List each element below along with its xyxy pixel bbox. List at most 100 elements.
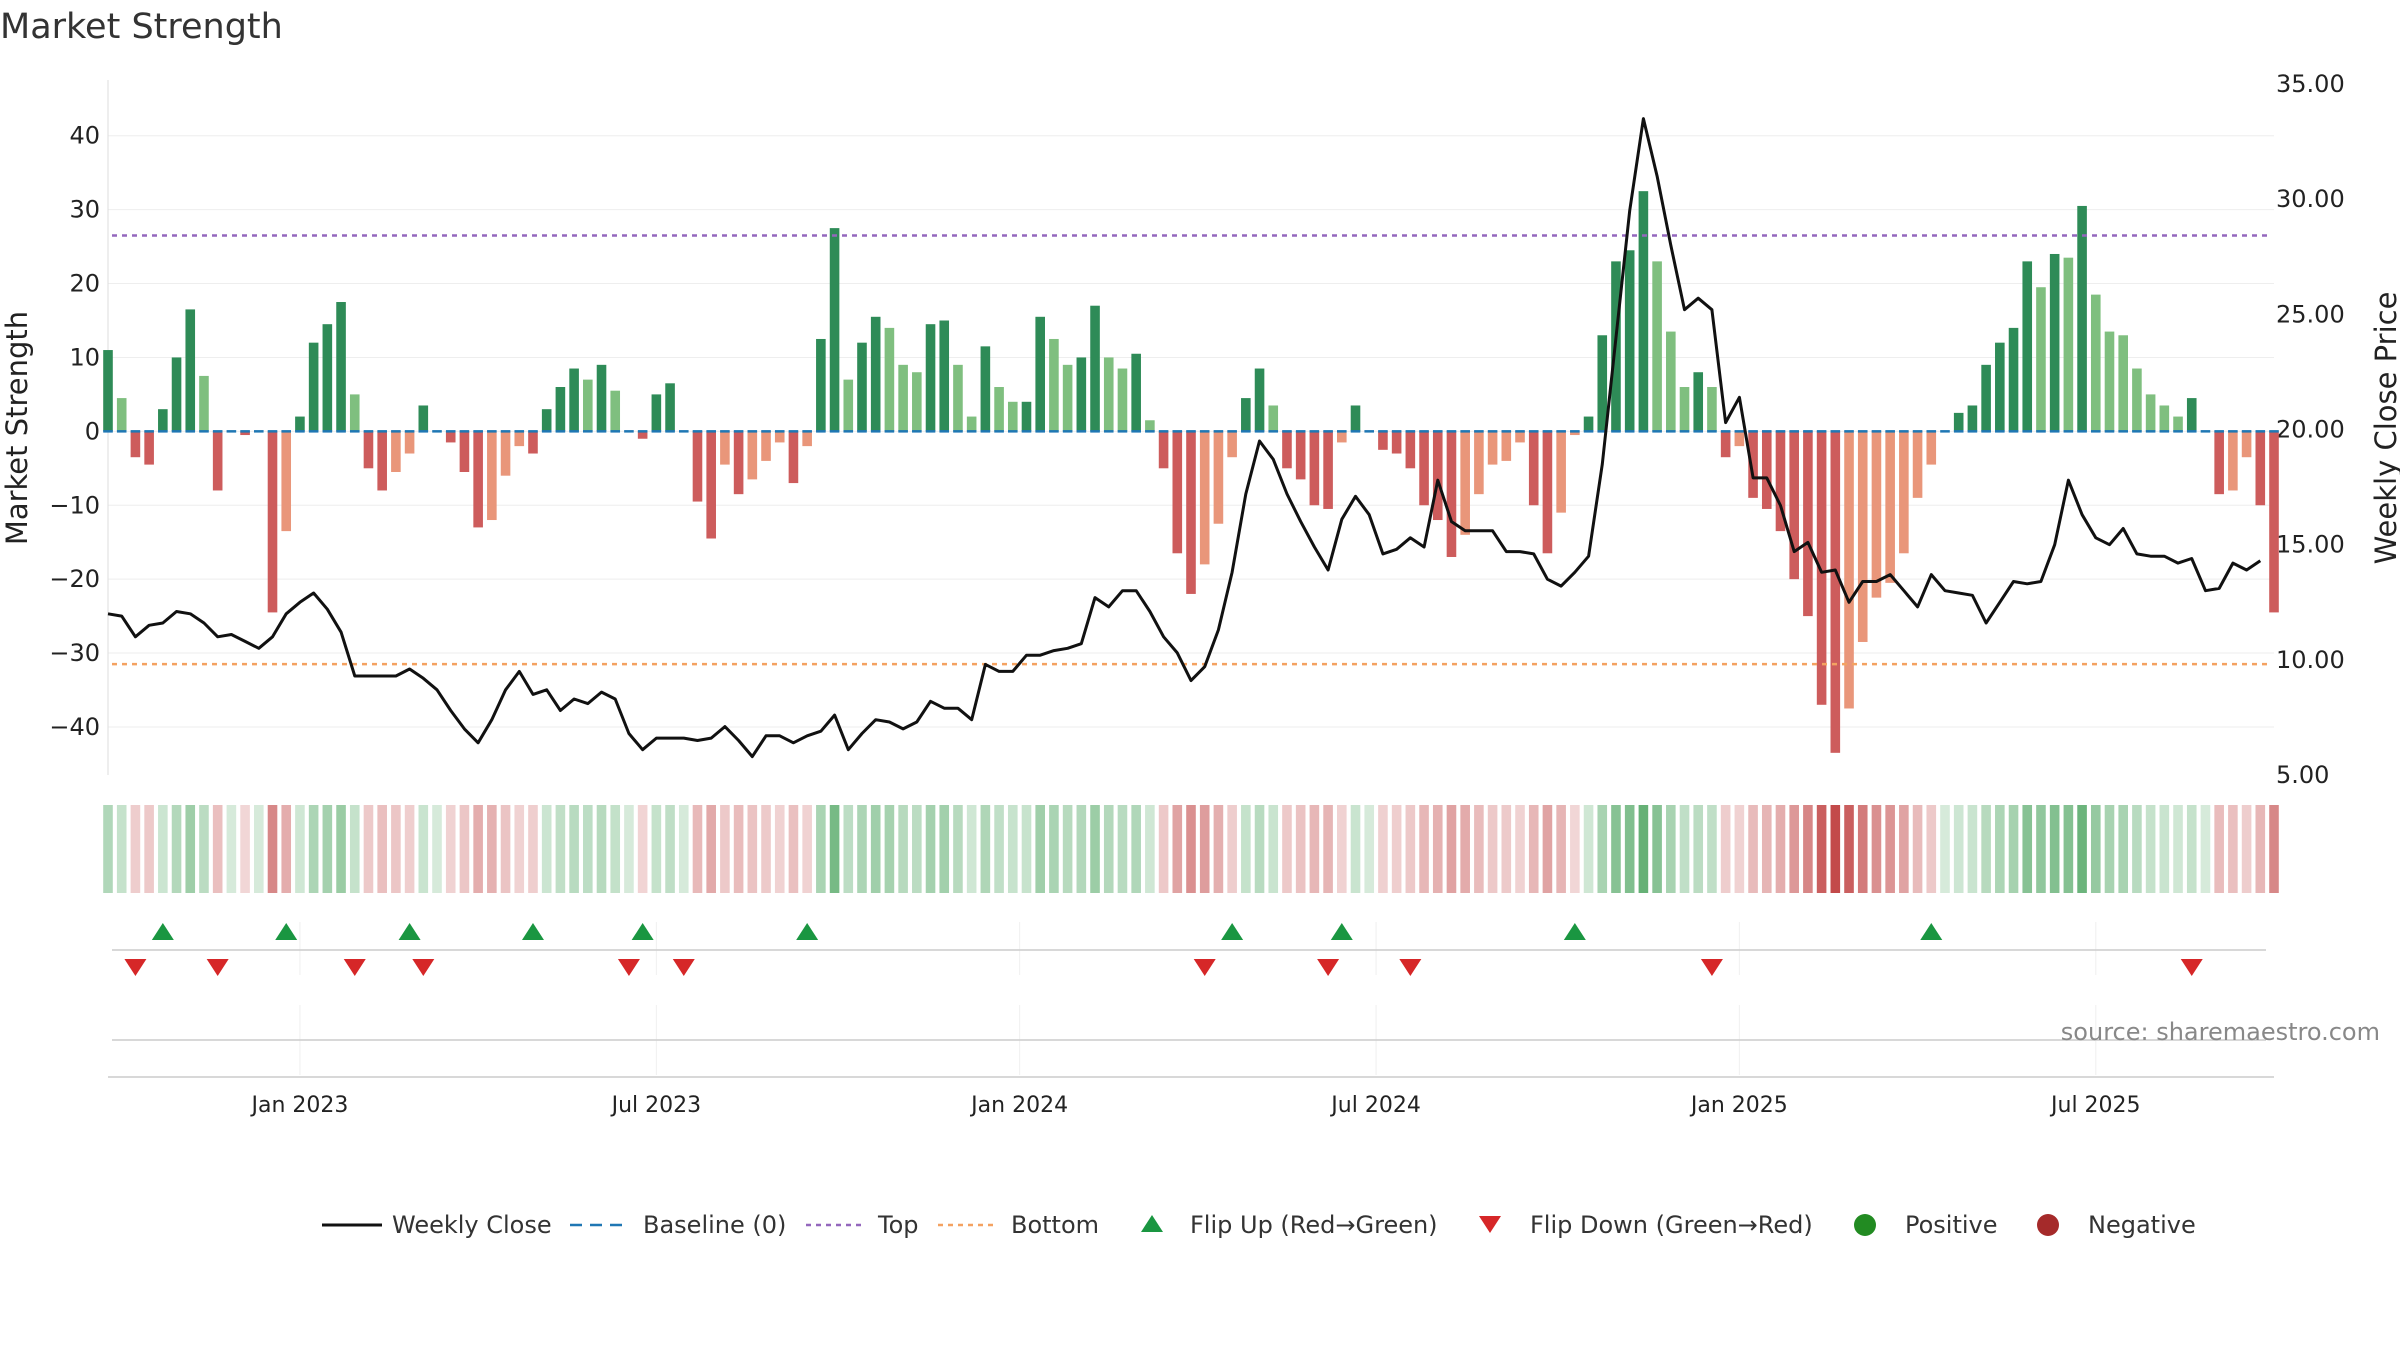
heat-cell [1570, 805, 1580, 893]
strength-bar [377, 431, 387, 491]
strength-bar [1268, 405, 1279, 432]
heat-cell [1158, 805, 1169, 893]
strength-bar [994, 387, 1004, 432]
heat-cell [720, 805, 730, 893]
weekly-close-line [107, 117, 2262, 759]
strength-bar [1323, 431, 1333, 509]
strength-bar [1542, 431, 1553, 554]
heat-cell [212, 805, 223, 893]
strength-bar [1885, 431, 1895, 583]
strength-bar [1419, 431, 1429, 506]
strength-bar [665, 383, 675, 432]
heat-cell [1062, 805, 1073, 893]
heat-cell [1940, 805, 1950, 893]
heat-cell [966, 805, 977, 893]
strength-bar [2063, 257, 2074, 432]
strength-bar [171, 357, 182, 432]
strength-bar [130, 431, 141, 458]
flip-down-marker [2180, 959, 2203, 976]
heat-cell [226, 805, 237, 893]
strength-bar [1021, 401, 1032, 432]
heat-cell [1186, 805, 1196, 893]
heat-cell [2269, 805, 2279, 893]
strength-bar [103, 350, 113, 432]
empty-panel [112, 1005, 2266, 1075]
strength-bar [281, 431, 292, 532]
legend-swatch-flip-up [1141, 1215, 1163, 1232]
heat-cell [459, 805, 470, 893]
heat-cell [1474, 805, 1484, 893]
legend-label: Baseline (0) [643, 1211, 786, 1239]
heat-cell [1816, 805, 1827, 893]
strength-bar [1254, 368, 1265, 432]
heat-cell [1295, 805, 1306, 893]
legend-label: Weekly Close [392, 1211, 552, 1239]
heat-cell [1090, 805, 1100, 893]
heat-cell [1556, 805, 1566, 893]
heat-cell [144, 805, 154, 893]
right-tick-label: 30.00 [2276, 185, 2345, 213]
strength-bar [1775, 431, 1786, 532]
heat-cell [2186, 805, 2197, 893]
strength-bar [363, 431, 374, 469]
strength-bar [1528, 431, 1539, 506]
right-axis-label: Weekly Close Price [2369, 292, 2400, 565]
heat-cell [2132, 805, 2142, 893]
heat-cell [418, 805, 429, 893]
legend-label: Flip Down (Green→Red) [1530, 1211, 1813, 1239]
strength-bar [898, 364, 908, 432]
heat-cell [857, 805, 867, 893]
flip-down-marker [1399, 959, 1422, 976]
heat-cell [1268, 805, 1279, 893]
strength-bar [2255, 431, 2266, 506]
heat-cell [1720, 805, 1731, 893]
heat-cell [1528, 805, 1539, 893]
strength-bar [2241, 431, 2252, 458]
right-tick-label: 25.00 [2276, 300, 2345, 328]
strength-bar [1391, 431, 1402, 454]
strength-bar [1720, 431, 1731, 458]
heat-cell [2145, 805, 2156, 893]
strength-bar [1049, 338, 1059, 432]
heat-cell [1693, 805, 1704, 893]
heat-cell [816, 805, 826, 893]
heat-cell [1789, 805, 1799, 893]
heat-cell [1419, 805, 1429, 893]
flip-markers-panel [112, 922, 2266, 976]
left-tick-label: −20 [49, 565, 100, 593]
date-tick-label: Jan 2023 [249, 1093, 348, 1118]
strength-bar [843, 379, 854, 432]
heat-cell [2077, 805, 2087, 893]
heat-cell [678, 805, 689, 893]
strength-bar [322, 324, 333, 432]
strength-bar [1844, 431, 1854, 709]
strength-bar [610, 390, 621, 432]
heat-cell [1857, 805, 1868, 893]
strength-bar [445, 431, 456, 443]
left-tick-label: 40 [69, 122, 100, 150]
left-tick-label: 20 [69, 270, 100, 298]
strength-bar [596, 364, 607, 432]
heat-cell [1049, 805, 1059, 893]
strength-bar [925, 324, 936, 432]
strength-bar [1035, 316, 1046, 432]
heat-cell [1748, 805, 1758, 893]
strength-bar [158, 409, 168, 432]
heat-cell [171, 805, 182, 893]
flip-down-marker [412, 959, 435, 976]
strength-bar [980, 346, 991, 432]
strength-bar [939, 320, 950, 432]
flip-down-marker [672, 959, 695, 976]
heat-cell [1707, 805, 1717, 893]
chart-title: Market Strength [0, 7, 283, 47]
flip-up-marker [1330, 923, 1353, 940]
left-tick-label: −30 [49, 639, 100, 667]
heat-cell [651, 805, 662, 893]
strength-bar [1501, 431, 1512, 461]
heat-cell [1323, 805, 1333, 893]
strength-bar [1803, 431, 1813, 617]
strength-bar [349, 394, 360, 432]
strength-bar [2036, 287, 2046, 432]
strength-bar [336, 302, 346, 432]
strength-bar [459, 431, 470, 472]
